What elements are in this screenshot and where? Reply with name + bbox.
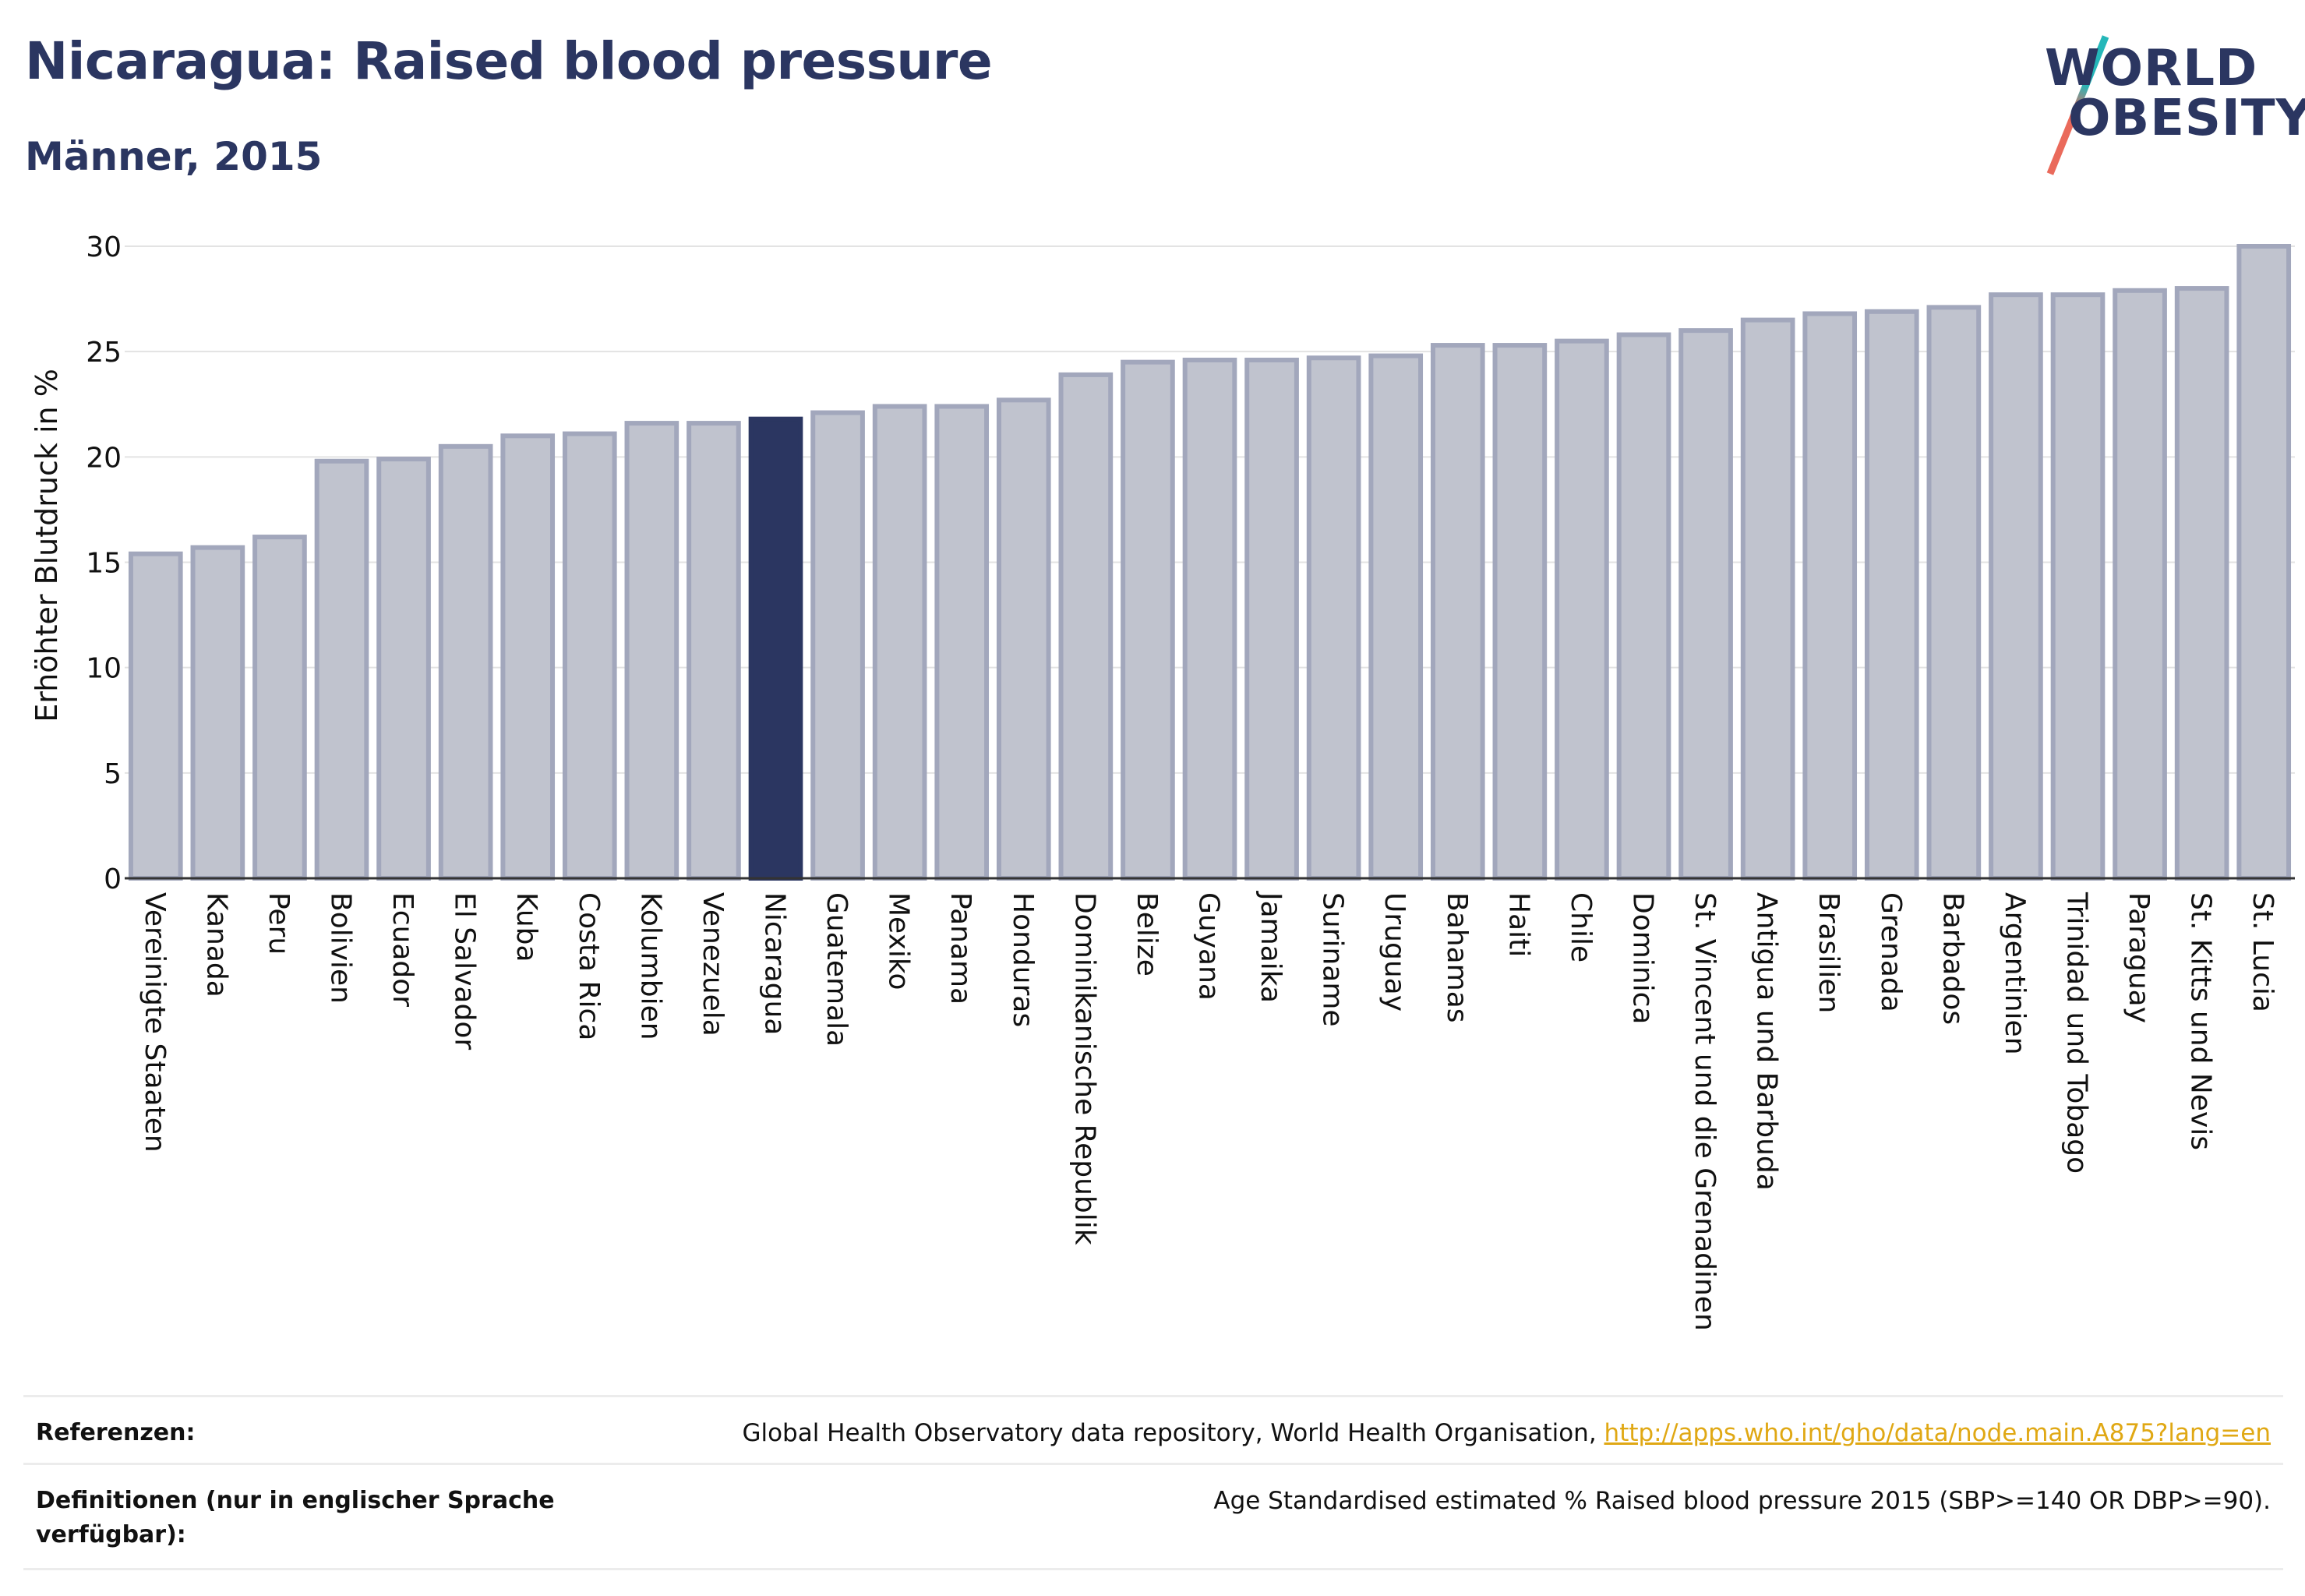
y-tick-label: 30: [86, 231, 122, 263]
bar-brasilien: [1802, 311, 1858, 881]
bar-grenada: [1864, 309, 1919, 881]
chart-subtitle: Männer, 2015: [25, 134, 323, 179]
x-tick-label: Chile: [1565, 892, 1597, 962]
x-tick-label: St. Lucia: [2247, 892, 2279, 1012]
bar-dominikanische-republik: [1058, 372, 1114, 881]
x-tick-label: Antigua und Barbuda: [1751, 892, 1783, 1191]
x-tick-label: Dominica: [1627, 892, 1659, 1025]
references-value: Global Health Observatory data repositor…: [742, 1416, 2271, 1451]
bar-st-vincent-und-die-grenadinen: [1678, 328, 1733, 881]
bar-ecuador: [376, 457, 431, 881]
x-tick-label: Panama: [944, 892, 976, 1005]
bars: [128, 244, 2292, 881]
y-tick-label: 5: [104, 758, 122, 790]
bar-kuba: [500, 433, 556, 881]
x-tick-label: Jamaika: [1255, 891, 1287, 1003]
x-tick-label: Trinidad und Tobago: [2061, 892, 2093, 1174]
y-axis-ticks: 0 5 10 15 20 25 30: [86, 231, 122, 895]
bar-belize: [1121, 359, 1175, 881]
references-link[interactable]: http://apps.who.int/gho/data/node.main.A…: [1604, 1419, 2271, 1447]
references-row: Referenzen: Global Health Observatory da…: [23, 1395, 2283, 1463]
x-tick-label: Uruguay: [1378, 892, 1410, 1012]
bar-panama: [934, 404, 990, 881]
y-tick-label: 20: [86, 442, 122, 474]
x-tick-label: Kuba: [510, 892, 542, 962]
definitions-row: Definitionen (nur in englischer Sprache …: [23, 1463, 2283, 1570]
x-tick-label: Ecuador: [387, 892, 418, 1007]
bar-paraguay: [2113, 288, 2167, 881]
x-tick-label: Paraguay: [2123, 892, 2155, 1023]
bar-antigua-und-barbuda: [1740, 317, 1795, 881]
x-tick-label: El Salvador: [449, 892, 481, 1050]
bar-bolivien: [314, 458, 369, 881]
chart-title: Nicaragua: Raised blood pressure: [25, 31, 993, 91]
references-table: Referenzen: Global Health Observatory da…: [23, 1395, 2283, 1570]
bar-guyana: [1182, 357, 1237, 881]
x-tick-label: Venezuela: [697, 892, 729, 1036]
y-tick-label: 15: [86, 548, 122, 580]
world-obesity-logo: WORLD OBESITY: [2034, 22, 2305, 175]
bar-nicaragua: [748, 416, 803, 881]
bar-mexiko: [872, 404, 927, 881]
bar-peru: [252, 535, 307, 881]
x-tick-label: Suriname: [1317, 892, 1349, 1027]
bar-chart: 0 5 10 15 20 25 30 Vereinigte Staaten Kanada Per…: [86, 231, 2295, 1331]
x-tick-label: Belize: [1131, 892, 1163, 976]
x-tick-label: Guatemala: [821, 892, 852, 1047]
x-tick-label: St. Kitts und Nevis: [2185, 892, 2217, 1150]
x-tick-label: Guyana: [1193, 892, 1225, 1001]
x-tick-label: Mexiko: [883, 892, 915, 990]
bar-st-kitts-und-nevis: [2174, 286, 2229, 881]
x-tick-label: Kolumbien: [634, 892, 666, 1040]
references-text: Global Health Observatory data repositor…: [742, 1419, 1604, 1447]
x-tick-label: Brasilien: [1813, 892, 1844, 1013]
x-tick-label: Grenada: [1875, 892, 1907, 1012]
x-tick-label: Haiti: [1502, 892, 1534, 957]
bar-bahamas: [1430, 343, 1485, 881]
y-tick-label: 0: [104, 863, 122, 895]
references-label: Referenzen:: [36, 1419, 196, 1446]
x-tick-label: St. Vincent und die Grenadinen: [1689, 892, 1721, 1331]
bar-honduras: [996, 397, 1051, 881]
x-tick-label: Honduras: [1007, 892, 1039, 1027]
bar-vereinigte-staaten: [128, 551, 183, 881]
definitions-value: Age Standardised estimated % Raised bloo…: [1213, 1487, 2271, 1515]
bar-el-salvador: [438, 443, 493, 881]
bar-venezuela: [687, 421, 741, 881]
logo-text-world: WORLD: [2045, 40, 2258, 97]
bar-chile: [1555, 338, 1609, 881]
x-tick-label: Peru: [263, 892, 295, 955]
bar-haiti: [1492, 343, 1548, 881]
bar-barbados: [1926, 305, 1982, 881]
logo-text-obesity: OBESITY: [2068, 90, 2305, 147]
x-tick-label: Bahamas: [1441, 892, 1473, 1023]
bar-argentinien: [1989, 292, 2043, 881]
x-axis-tick-labels: Vereinigte Staaten Kanada Peru Bolivien Ecua…: [139, 891, 2279, 1331]
x-tick-label: Costa Rica: [573, 892, 605, 1040]
x-tick-label: Dominikanische Republik: [1068, 892, 1100, 1245]
y-tick-label: 10: [86, 653, 122, 685]
definitions-label: Definitionen (nur in englischer Sprache …: [36, 1487, 555, 1548]
x-tick-label: Bolivien: [325, 892, 357, 1004]
x-tick-label: Argentinien: [1999, 892, 2031, 1055]
bar-suriname: [1306, 355, 1361, 881]
bar-trinidad-und-tobago: [2050, 292, 2106, 881]
bar-guatemala: [810, 410, 865, 881]
bar-uruguay: [1368, 353, 1424, 881]
x-tick-label: Nicaragua: [759, 892, 791, 1035]
x-tick-label: Vereinigte Staaten: [139, 892, 171, 1153]
x-tick-label: Barbados: [1936, 892, 1968, 1025]
x-tick-label: Kanada: [200, 892, 232, 998]
bar-jamaika: [1244, 357, 1299, 881]
y-tick-label: 25: [86, 337, 122, 369]
bar-kolumbien: [624, 421, 679, 881]
bar-st-lucia: [2236, 244, 2292, 881]
bar-kanada: [190, 545, 245, 881]
bar-dominica: [1616, 332, 1671, 881]
bar-costa-rica: [562, 431, 617, 881]
